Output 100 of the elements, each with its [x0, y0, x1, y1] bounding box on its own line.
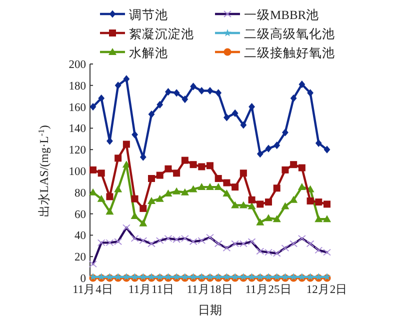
- point: [180, 188, 189, 196]
- y-tick-label: 40: [74, 230, 86, 242]
- point: [156, 100, 164, 108]
- point: [215, 89, 222, 97]
- point: [315, 139, 322, 147]
- point: [90, 103, 96, 111]
- point: [232, 109, 238, 118]
- point: [265, 198, 272, 206]
- y-tick-label: 180: [68, 80, 86, 92]
- point: [206, 162, 214, 170]
- point: [256, 200, 264, 208]
- point: [248, 196, 256, 204]
- point: [123, 75, 130, 83]
- point: [206, 183, 214, 190]
- point: [281, 202, 290, 210]
- point: [189, 185, 198, 192]
- legend-label: 二级接触好氧池: [244, 46, 335, 60]
- point: [298, 164, 306, 172]
- point: [307, 89, 314, 97]
- point: [190, 82, 196, 90]
- point: [306, 197, 314, 204]
- point: [298, 80, 306, 88]
- point: [181, 156, 188, 164]
- y-tick-label: 140: [68, 123, 86, 136]
- point: [324, 146, 330, 154]
- legend-label: 水解池: [129, 46, 168, 60]
- point: [172, 187, 181, 194]
- point: [282, 166, 289, 174]
- point: [264, 214, 272, 222]
- point: [214, 183, 222, 190]
- point: [273, 184, 280, 192]
- point: [156, 194, 164, 202]
- point: [190, 161, 197, 168]
- point: [265, 144, 272, 152]
- point: [290, 161, 298, 168]
- x-tick-label: 11月4日: [72, 283, 114, 296]
- point: [240, 170, 247, 177]
- point: [98, 94, 105, 102]
- point: [114, 185, 122, 192]
- y-tick-label: 160: [68, 102, 86, 114]
- point: [106, 208, 114, 215]
- x-tick-label: 11月11日: [128, 283, 175, 296]
- point: [231, 201, 240, 208]
- x-tick-label: 11月25日: [245, 283, 292, 296]
- point: [198, 183, 206, 190]
- point: [97, 194, 106, 202]
- point: [206, 86, 214, 95]
- point: [98, 170, 105, 177]
- x-axis-title: 日期: [198, 303, 222, 317]
- point: [272, 215, 281, 222]
- point: [156, 172, 164, 179]
- legend-label: 二级高级氧化池: [244, 26, 335, 41]
- point: [148, 174, 155, 182]
- point: [122, 140, 130, 148]
- point: [90, 166, 96, 174]
- y-tick-label: 60: [74, 208, 86, 221]
- point: [239, 201, 248, 208]
- point: [224, 114, 230, 122]
- point: [132, 130, 138, 138]
- point: [182, 96, 188, 104]
- point: [114, 82, 122, 90]
- point: [148, 196, 156, 204]
- point: [173, 89, 180, 97]
- y-tick-label: 100: [68, 166, 86, 178]
- point: [140, 204, 147, 212]
- point: [114, 154, 122, 162]
- point: [315, 198, 322, 206]
- point: [130, 212, 139, 219]
- legend-label: 絮凝沉淀池: [129, 27, 194, 41]
- point: [148, 110, 155, 118]
- point: [222, 189, 231, 196]
- point: [290, 94, 297, 102]
- point: [324, 200, 330, 208]
- point: [106, 193, 114, 200]
- y-tick-label: 20: [74, 252, 86, 264]
- y-tick-label: 200: [68, 59, 86, 71]
- legend-label: 调节池: [129, 8, 168, 22]
- point: [290, 196, 298, 203]
- point: [256, 150, 264, 158]
- x-tick-label: 11月18日: [186, 283, 234, 296]
- point: [323, 215, 331, 222]
- point: [164, 165, 172, 172]
- point: [282, 128, 288, 136]
- point: [240, 121, 247, 129]
- point: [232, 184, 239, 191]
- point: [165, 88, 172, 96]
- point: [274, 142, 280, 150]
- point: [214, 174, 222, 182]
- point: [248, 202, 256, 210]
- point: [223, 179, 230, 186]
- point: [139, 219, 148, 226]
- point: [256, 218, 264, 226]
- point: [131, 195, 138, 202]
- x-tick-label: 12月2日: [306, 283, 348, 296]
- point: [198, 86, 205, 95]
- y-tick-label: 80: [74, 187, 86, 200]
- point: [173, 170, 180, 177]
- point: [89, 188, 97, 196]
- point: [314, 215, 323, 222]
- point: [198, 163, 206, 170]
